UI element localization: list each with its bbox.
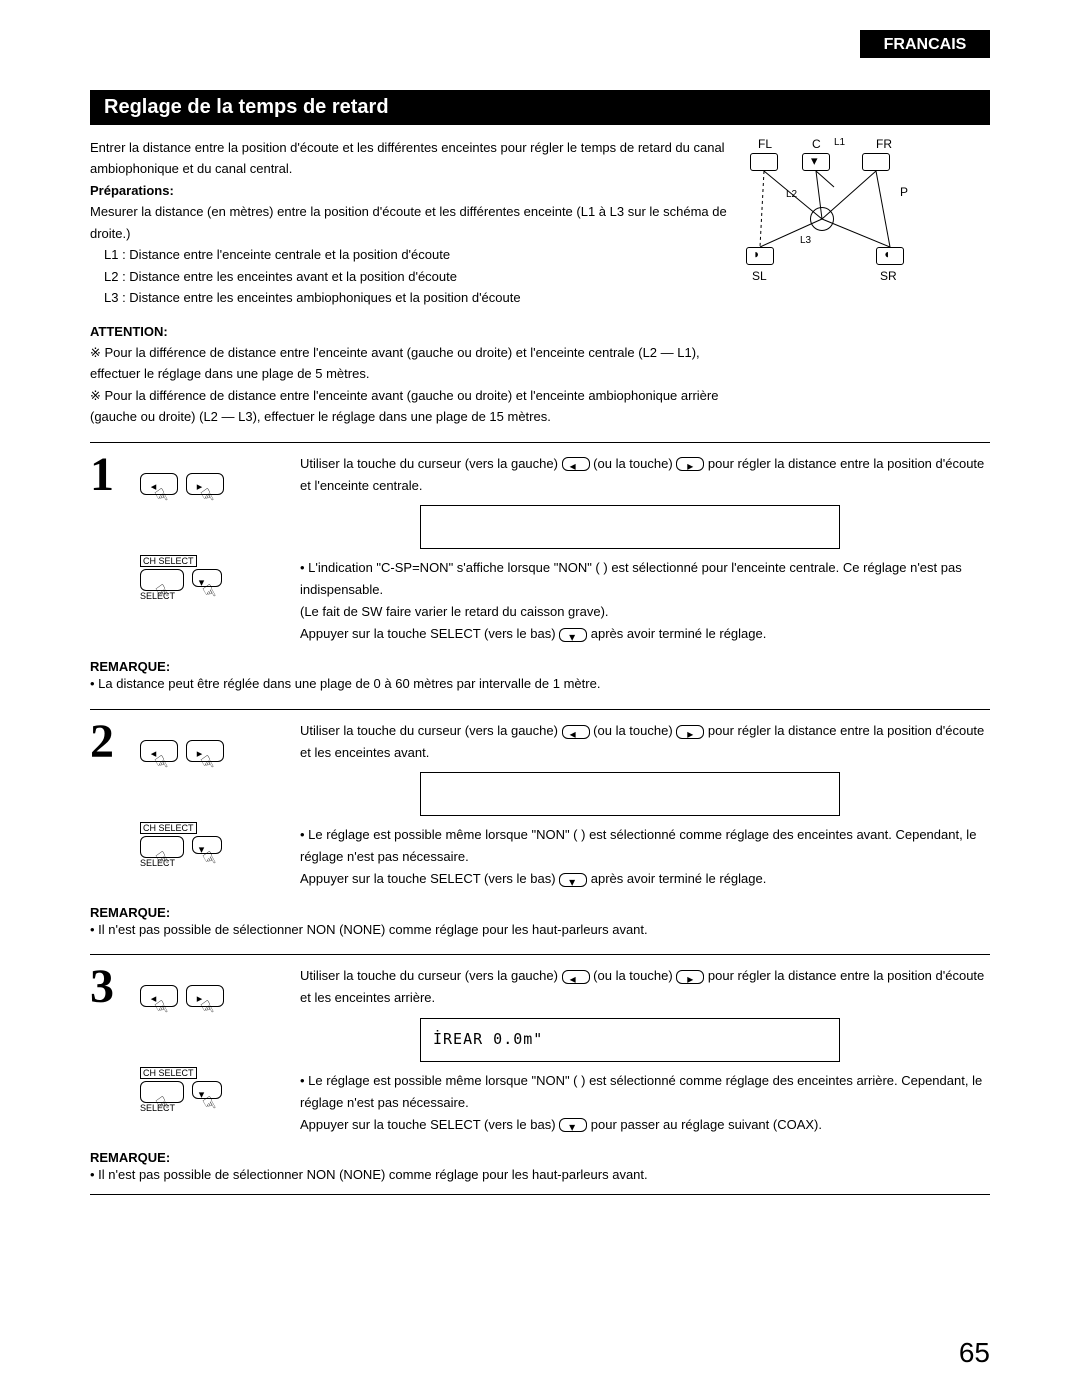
step-2: 2 ◂☟ ▸☟ CH SELECT ☟ ▾☟ SELECT Utiliser l… (90, 709, 990, 890)
remark1-head: REMARQUE: (90, 659, 990, 674)
cursor-left-icon-3 (562, 970, 590, 984)
spk-c: C (812, 137, 821, 151)
select-down-icon-3 (559, 1118, 587, 1132)
cursor-right-icon (676, 457, 704, 471)
attention-head: ATTENTION: (90, 321, 730, 342)
cursor-left-icon (562, 457, 590, 471)
ch-select-label: CH SELECT (140, 555, 197, 567)
display-panel-3: İREAR 0.0m" (420, 1018, 840, 1062)
cursor-buttons-icon-3: ◂☟ ▸☟ (140, 985, 300, 1007)
cursor-right-icon-2 (676, 725, 704, 739)
prep-l3: L3 : Distance entre les enceintes ambiop… (90, 287, 730, 308)
spk-fr: FR (876, 137, 892, 151)
remark3-body: • Il n'est pas possible de sélectionner … (90, 1165, 990, 1186)
remark2-head: REMARQUE: (90, 905, 990, 920)
step2-use-text: Utiliser la touche du curseur (vers la g… (300, 720, 990, 764)
step3-skip: • Le réglage est possible même lorsque "… (300, 1070, 990, 1114)
display-panel-1 (420, 505, 840, 549)
prep-1: Mesurer la distance (en mètres) entre la… (90, 201, 730, 244)
spk-fl: FL (758, 137, 772, 151)
step-number-1: 1 (90, 453, 140, 646)
step1-use-text: Utiliser la touche du curseur (vers la g… (300, 453, 990, 497)
spk-sl: SL (752, 269, 767, 283)
step1-skip: • L'indication "C-SP=NON" s'affiche lors… (300, 557, 990, 601)
step-1: 1 ◂☟ ▸☟ CH SELECT ☟ ▾☟ SELECT Utiliser l… (90, 442, 990, 646)
display-panel-2 (420, 772, 840, 816)
speaker-diagram: FL C FR ▾ L1 L2 P L3 ◗ ◖ SL SR (750, 137, 930, 287)
cursor-right-icon-3 (676, 970, 704, 984)
prep-l1: L1 : Distance entre l'enceinte centrale … (90, 244, 730, 265)
remark2-body: • Il n'est pas possible de sélectionner … (90, 920, 990, 941)
prep-l2: L2 : Distance entre les enceintes avant … (90, 266, 730, 287)
ch-select-label-2: CH SELECT (140, 822, 197, 834)
spk-l2: L2 (786, 189, 797, 200)
step3-after: Appuyer sur la touche SELECT (vers le ba… (300, 1114, 990, 1136)
spk-p: P (900, 185, 908, 199)
step-number-3: 3 (90, 965, 140, 1135)
spk-sr: SR (880, 269, 897, 283)
spk-l1: L1 (834, 137, 845, 148)
language-badge: FRANCAIS (860, 30, 990, 58)
prep-head: Préparations: (90, 180, 730, 201)
ch-select-icon-2: CH SELECT ☟ ▾☟ SELECT (140, 822, 300, 868)
step-3: 3 ◂☟ ▸☟ CH SELECT ☟ ▾☟ SELECT Utiliser l… (90, 954, 990, 1135)
spk-l3: L3 (800, 235, 811, 246)
step-number-2: 2 (90, 720, 140, 890)
select-down-icon (559, 628, 587, 642)
ch-select-icon: CH SELECT ☟ ▾☟ SELECT (140, 555, 300, 601)
intro-block: Entrer la distance entre la position d'é… (90, 137, 990, 428)
step1-after: Appuyer sur la touche SELECT (vers le ba… (300, 623, 990, 645)
cursor-buttons-icon-2: ◂☟ ▸☟ (140, 740, 300, 762)
ch-select-label-3: CH SELECT (140, 1067, 197, 1079)
attention-2: ※ Pour la différence de distance entre l… (90, 385, 730, 428)
page-number: 65 (959, 1337, 990, 1369)
step3-use-text: Utiliser la touche du curseur (vers la g… (300, 965, 990, 1009)
bottom-divider (90, 1194, 990, 1195)
step1-sw: (Le fait de SW faire varier le retard du… (300, 601, 990, 623)
cursor-left-icon-2 (562, 725, 590, 739)
ch-select-icon-3: CH SELECT ☟ ▾☟ SELECT (140, 1067, 300, 1113)
step2-skip: • Le réglage est possible même lorsque "… (300, 824, 990, 868)
remark3-head: REMARQUE: (90, 1150, 990, 1165)
cursor-buttons-icon: ◂☟ ▸☟ (140, 473, 300, 495)
select-down-icon-2 (559, 873, 587, 887)
step2-after: Appuyer sur la touche SELECT (vers le ba… (300, 868, 990, 890)
remark1-body: • La distance peut être réglée dans une … (90, 674, 990, 695)
attention-1: ※ Pour la différence de distance entre l… (90, 342, 730, 385)
intro-line1: Entrer la distance entre la position d'é… (90, 137, 730, 180)
section-title: Reglage de la temps de retard (90, 90, 990, 125)
